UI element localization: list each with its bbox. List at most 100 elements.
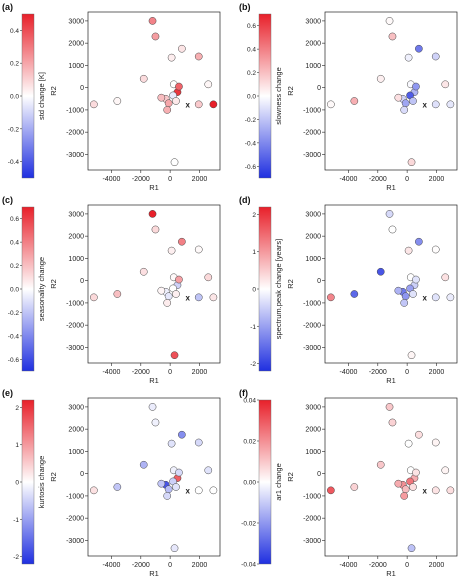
y-tick-label: 0	[317, 471, 321, 478]
data-point	[151, 32, 160, 41]
y-tick-label: 2000	[305, 234, 321, 241]
y-tick-label: 0	[80, 471, 84, 478]
data-point	[157, 286, 166, 295]
data-point	[178, 237, 186, 246]
colorbar-tick-label: 1	[15, 442, 19, 449]
panel-a: (a) 0.4 0.2 0.0 -0.2 -0.4 std change [K] 3000 20…	[2, 2, 221, 192]
y-tick-label: 3000	[305, 18, 321, 25]
data-point	[385, 210, 394, 218]
data-point	[175, 468, 183, 477]
data-point	[204, 466, 213, 475]
data-point	[431, 438, 440, 447]
x-tick-label: 2000	[192, 369, 208, 376]
data-point	[407, 544, 416, 553]
x-tick-label: -2000	[369, 176, 387, 183]
data-point	[175, 82, 183, 91]
data-point	[167, 53, 176, 62]
y-tick-label: -1000	[303, 107, 321, 114]
colorbar-tick-label: -1	[250, 324, 256, 331]
colorbar-label: spectrum.peak change [years]	[274, 239, 283, 339]
colorbar-tick-label: -0.2	[8, 310, 20, 317]
y-tick-label: -2000	[303, 130, 321, 137]
panel-f: (f)0.04 0.02 0.00 -0.02 -0.04 ar1 change 3000 2…	[239, 388, 458, 578]
panel-label: (a)	[2, 2, 13, 12]
y-tick-label: -2000	[303, 323, 321, 330]
y-tick-label: -3000	[303, 345, 321, 352]
data-point	[163, 492, 172, 500]
data-point	[113, 290, 122, 298]
data-point	[412, 82, 420, 91]
y-tick-label: 0	[317, 278, 321, 285]
data-point	[431, 245, 440, 254]
y-tick-label: 0	[317, 85, 321, 92]
colorbar-tick-label: 0.4	[10, 28, 19, 35]
data-point	[394, 93, 403, 102]
data-point	[209, 293, 218, 302]
data-point	[139, 74, 148, 83]
x-tick-label: -4000	[103, 562, 121, 569]
colorbar	[21, 399, 35, 565]
y-axis-label: R2	[286, 279, 295, 289]
data-point	[172, 290, 180, 298]
colorbar-tick-label: 0.0	[10, 287, 19, 294]
x-tick-label: 0	[405, 369, 409, 376]
data-point	[194, 438, 203, 447]
y-tick-label: 0	[80, 278, 84, 285]
colorbar-tick-label: 0.0	[10, 94, 19, 101]
data-point	[113, 483, 122, 491]
y-tick-label: -3000	[66, 345, 84, 352]
data-point	[412, 468, 420, 477]
colorbar-tick-label: -2	[250, 361, 256, 368]
y-tick-label: -2000	[66, 516, 84, 523]
colorbar-label: std change [K]	[37, 72, 46, 120]
y-tick-label: 2000	[305, 41, 321, 48]
data-point	[172, 97, 180, 105]
x-tick-label: 2000	[429, 176, 445, 183]
y-axis-label: R2	[49, 279, 58, 289]
x-axis-label: R1	[386, 183, 396, 192]
y-tick-label: 1000	[68, 256, 84, 263]
data-point	[167, 439, 176, 448]
x-axis-label: R1	[149, 376, 159, 385]
data-point	[90, 486, 98, 495]
y-tick-label: 1000	[68, 63, 84, 70]
x-axis-label: R1	[386, 376, 396, 385]
data-point	[400, 492, 409, 500]
y-tick-label: 2000	[68, 427, 84, 434]
x-tick-label: 2000	[429, 369, 445, 376]
data-point	[163, 299, 172, 307]
data-point	[376, 74, 385, 83]
panel-b: (b) 0.6 0.4 0.2 0.0 -0.2 -0.4 -0.6 slowness chan…	[239, 2, 458, 192]
plot-frame	[324, 397, 458, 557]
data-point	[409, 97, 417, 105]
data-point	[400, 299, 409, 307]
data-point	[194, 486, 203, 495]
y-tick-label: 3000	[68, 18, 84, 25]
station-marker-label: x	[423, 100, 428, 109]
colorbar-tick-label: 0.2	[10, 61, 19, 68]
x-tick-label: 0	[168, 176, 172, 183]
data-point	[350, 483, 359, 491]
data-point	[148, 403, 157, 411]
colorbar-tick-label: 0	[252, 287, 256, 294]
colorbar-tick-label: -0.4	[8, 159, 20, 166]
colorbar	[21, 13, 35, 179]
plot-frame	[324, 204, 458, 364]
data-point	[401, 292, 410, 301]
y-tick-label: -2000	[66, 130, 84, 137]
data-point	[90, 100, 98, 109]
y-tick-label: 3000	[305, 211, 321, 218]
panel-d: (d)2 1 0 -1 -2 spectrum.peak change [years] 30…	[239, 195, 458, 385]
y-tick-label: 3000	[68, 211, 84, 218]
plot-frame	[87, 204, 221, 364]
x-tick-label: -4000	[103, 369, 121, 376]
data-point	[151, 225, 160, 234]
station-marker-label: x	[186, 486, 191, 495]
colorbar	[258, 13, 272, 179]
data-point	[350, 290, 359, 298]
data-point	[170, 158, 179, 167]
data-point	[350, 97, 359, 105]
data-point	[327, 293, 335, 302]
data-point	[148, 210, 157, 218]
data-point	[327, 100, 335, 109]
